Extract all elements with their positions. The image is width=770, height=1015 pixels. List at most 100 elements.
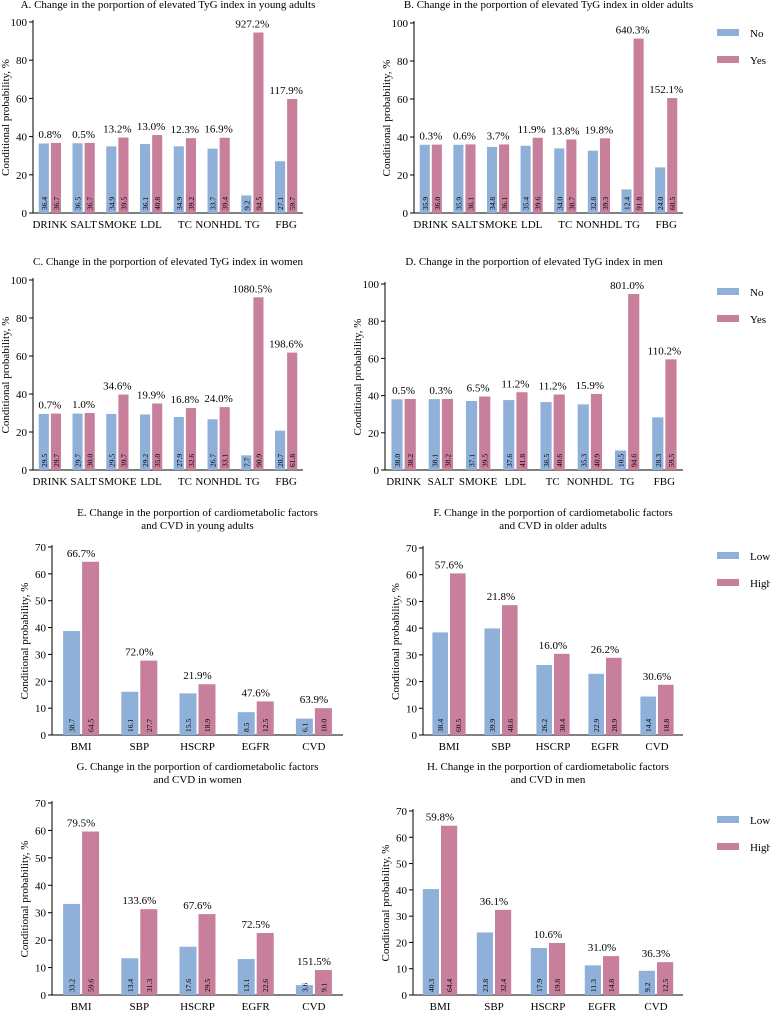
bar-yes: [84, 413, 95, 470]
x-tick-label: DRINK: [413, 219, 448, 231]
change-percent-label: 31.0%: [588, 942, 616, 954]
bar-value-label: 59.6: [87, 979, 96, 992]
change-percent-label: 59.8%: [426, 812, 454, 824]
x-tick-label: HSCRP: [180, 741, 215, 753]
y-tick-label: 40: [396, 885, 408, 897]
bar-value-label: 61.8: [288, 454, 297, 467]
y-tick-label: 20: [396, 937, 408, 949]
y-tick-label: 0: [402, 990, 408, 1002]
change-percent-label: 1.0%: [72, 399, 95, 411]
bar-value-label: 38.0: [393, 454, 402, 467]
y-tick-label: 30: [35, 649, 47, 661]
chart-title: B. Change in the porportion of elevated …: [404, 0, 693, 11]
bar-low: [63, 631, 81, 735]
chart-panel-h: H. Change in the porportion of cardiomet…: [380, 761, 770, 1013]
bar-value-label: 41.8: [518, 454, 527, 467]
bar-value-label: 36.0: [433, 197, 442, 210]
x-tick-label: SBP: [130, 1001, 150, 1013]
bar-value-label: 32.4: [499, 979, 508, 992]
bar-value-label: 29.2: [141, 454, 150, 467]
bar-no: [652, 417, 664, 470]
bar-value-label: 19.8: [553, 979, 562, 992]
bar-yes: [404, 398, 416, 470]
bar-yes: [499, 144, 510, 213]
bar-yes: [590, 393, 603, 470]
bar-value-label: 35.0: [153, 454, 162, 467]
bar-yes: [479, 396, 491, 470]
y-tick-label: 0: [22, 208, 28, 220]
bar-value-label: 17.9: [535, 979, 544, 992]
bar-value-label: 29.5: [107, 454, 116, 467]
bar-value-label: 29.5: [40, 454, 49, 467]
x-tick-label: BMI: [439, 741, 460, 753]
bar-yes: [152, 403, 163, 470]
bar-value-label: 27.9: [175, 454, 184, 467]
change-percent-label: 10.6%: [534, 929, 562, 941]
change-percent-label: 19.9%: [137, 390, 165, 402]
y-tick-label: 0: [403, 208, 409, 220]
x-tick-label: EGFR: [588, 1001, 617, 1013]
y-tick-label: 100: [11, 17, 28, 29]
bar-yes: [633, 38, 644, 213]
x-tick-label: SALT: [70, 219, 97, 231]
bar-value-label: 9.1: [319, 982, 328, 992]
legend-label: High: [750, 578, 770, 590]
y-tick-label: 20: [368, 428, 380, 440]
y-tick-label: 30: [396, 911, 408, 923]
bar-low: [295, 718, 313, 735]
bar-yes: [628, 294, 640, 470]
bar-value-label: 18.9: [203, 719, 212, 732]
chart-title: and CVD in men: [511, 774, 586, 786]
x-tick-label: LDL: [505, 476, 527, 488]
change-percent-label: 1080.5%: [233, 283, 272, 295]
y-tick-label: 60: [16, 93, 28, 105]
bar-yes: [566, 139, 577, 213]
change-percent-label: 16.0%: [539, 640, 567, 652]
change-percent-label: 63.9%: [300, 694, 328, 706]
change-percent-label: 79.5%: [67, 818, 95, 830]
x-tick-label: BMI: [71, 741, 92, 753]
bar-value-label: 8.5: [242, 722, 251, 732]
chart-panel-b: B. Change in the porportion of elevated …: [381, 0, 693, 231]
bar-low: [588, 673, 604, 735]
bar-value-label: 22.9: [592, 719, 601, 732]
y-tick-label: 20: [35, 935, 47, 947]
x-tick-label: TC: [558, 219, 572, 231]
y-tick-label: 60: [35, 825, 47, 837]
bar-value-label: 27.1: [276, 197, 285, 210]
y-axis-label: Conditional probability, %: [19, 841, 31, 958]
y-tick-label: 10: [35, 703, 47, 715]
bar-value-label: 36.1: [466, 197, 475, 210]
y-axis-label: Conditional probability, %: [381, 60, 393, 177]
bar-value-label: 38.4: [436, 719, 445, 732]
bar-value-label: 34.9: [175, 197, 184, 210]
bar-high: [140, 660, 158, 735]
bar-value-label: 35.3: [579, 454, 588, 467]
change-percent-label: 0.6%: [453, 130, 476, 142]
x-tick-label: TG: [245, 476, 260, 488]
bar-yes: [287, 98, 298, 213]
bar-no: [106, 146, 117, 213]
bar-value-label: 36.4: [40, 197, 49, 210]
change-percent-label: 11.2%: [501, 378, 529, 390]
legend-label: Low: [750, 815, 770, 827]
change-percent-label: 21.9%: [183, 670, 211, 682]
change-percent-label: 3.7%: [487, 130, 510, 142]
bar-yes: [665, 359, 677, 470]
bar-high: [82, 831, 100, 995]
change-percent-label: 198.6%: [269, 339, 303, 351]
change-percent-label: 0.5%: [72, 129, 95, 141]
bar-no: [38, 413, 49, 470]
bar-low: [484, 628, 500, 735]
y-tick-label: 60: [396, 832, 408, 844]
y-tick-label: 0: [22, 465, 28, 477]
legend-swatch: [717, 288, 739, 295]
y-tick-label: 80: [16, 313, 28, 325]
legend-swatch: [717, 816, 739, 823]
y-tick-label: 0: [412, 730, 418, 742]
bar-value-label: 12.5: [661, 979, 670, 992]
bar-no: [207, 148, 218, 213]
bar-value-label: 39.5: [119, 197, 128, 210]
x-tick-label: EGFR: [242, 741, 271, 753]
y-tick-label: 30: [35, 908, 47, 920]
